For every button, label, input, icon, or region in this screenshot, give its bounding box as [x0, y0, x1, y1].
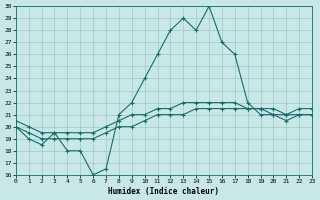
- X-axis label: Humidex (Indice chaleur): Humidex (Indice chaleur): [108, 187, 220, 196]
